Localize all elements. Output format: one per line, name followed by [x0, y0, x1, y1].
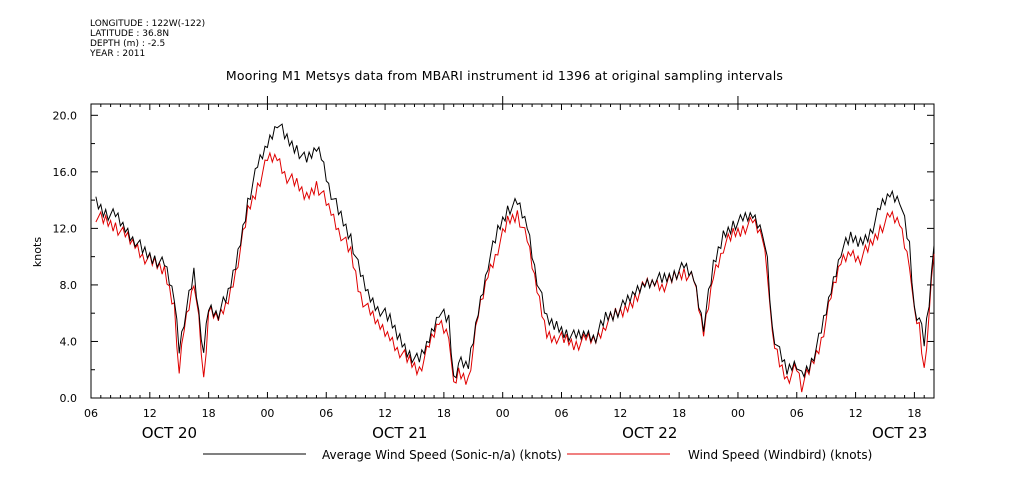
x-tick-label: 12	[143, 407, 157, 420]
longitude-text: LONGITUDE : 122W(-122)	[90, 19, 206, 29]
y-tick-label: 0.0	[60, 392, 78, 405]
legend-label-windbird: Wind Speed (Windbird) (knots)	[688, 448, 872, 462]
y-tick-labels: 0.0 4.0 8.0 12.0 16.0 20.0	[53, 109, 78, 405]
x-tick-labels: 06 12 18 00 06 12 18 00 06 12 18 00 06 12 18	[84, 407, 921, 420]
legend-label-sonic: Average Wind Speed (Sonic-n/a) (knots)	[322, 448, 562, 462]
y-tick-label: 8.0	[60, 279, 78, 292]
date-label: OCT 23	[872, 424, 927, 442]
series-line-sonic	[95, 123, 935, 379]
x-tick-label: 18	[907, 407, 921, 420]
date-label: OCT 21	[372, 424, 427, 442]
y-tick-label: 4.0	[60, 335, 78, 348]
x-tick-label: 00	[260, 407, 274, 420]
x-tick-label: 00	[731, 407, 745, 420]
chart-title: Mooring M1 Metsys data from MBARI instru…	[225, 68, 784, 83]
x-tick-label: 18	[437, 407, 451, 420]
x-tick-label: 06	[84, 407, 98, 420]
metadata-block: LONGITUDE : 122W(-122) LATITUDE : 36.8N …	[90, 19, 205, 59]
y-tick-label: 16.0	[53, 166, 78, 179]
year-text: YEAR : 2011	[90, 49, 146, 59]
x-tick-label: 18	[202, 407, 216, 420]
series-line-windbird	[95, 151, 935, 393]
depth-text: DEPTH (m) : -2.5	[90, 39, 166, 49]
date-label: OCT 22	[622, 424, 677, 442]
date-label: OCT 20	[142, 424, 197, 442]
x-tick-label: 06	[319, 407, 333, 420]
latitude-text: LATITUDE : 36.8N	[90, 29, 170, 39]
date-labels: OCT 20 OCT 21 OCT 22 OCT 23	[142, 424, 928, 442]
y-tick-label: 20.0	[53, 109, 78, 122]
x-tick-label: 18	[672, 407, 686, 420]
axis-ticks	[90, 96, 935, 399]
series-lines	[95, 123, 935, 393]
x-tick-label: 12	[378, 407, 392, 420]
x-tick-label: 12	[849, 407, 863, 420]
x-tick-label: 06	[555, 407, 569, 420]
y-tick-label: 12.0	[53, 222, 78, 235]
x-tick-label: 12	[613, 407, 627, 420]
y-axis-label: knots	[31, 237, 44, 267]
plot-frame	[90, 103, 935, 399]
x-tick-label: 00	[496, 407, 510, 420]
x-tick-label: 06	[790, 407, 804, 420]
legend: Average Wind Speed (Sonic-n/a) (knots) W…	[203, 448, 872, 462]
